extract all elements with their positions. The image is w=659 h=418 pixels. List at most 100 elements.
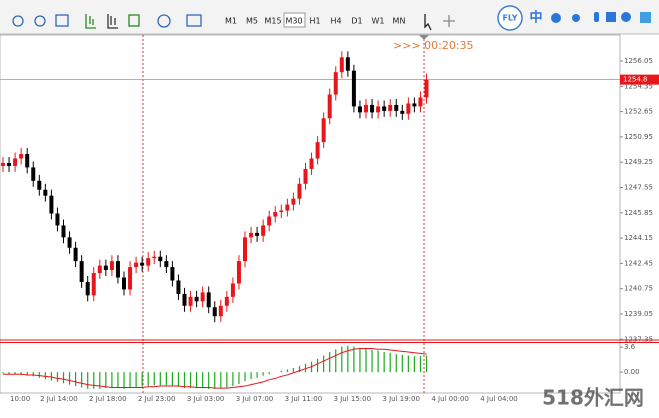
- signal-line: [3, 348, 427, 389]
- candle-body: [376, 106, 381, 113]
- candle-body: [115, 261, 120, 278]
- candle-body: [249, 232, 254, 238]
- x-tick-label: 3 Jul 19:00: [382, 395, 420, 403]
- timeframe-button[interactable]: M5: [246, 17, 258, 26]
- zoom-out[interactable]: [34, 15, 46, 27]
- y-tick-label: 0.00: [624, 368, 640, 376]
- ime-menu[interactable]: [640, 12, 651, 23]
- y-tick-label: 1256.05: [624, 57, 653, 65]
- candle-body: [67, 237, 72, 248]
- timeframe-button[interactable]: W1: [372, 17, 385, 26]
- candle-body: [170, 267, 175, 281]
- y-tick-label: 1250.95: [624, 133, 653, 141]
- candle-body: [394, 104, 399, 111]
- candle-body: [339, 57, 344, 73]
- candle-body: [291, 198, 296, 205]
- y-tick-label: 1249.25: [624, 158, 653, 166]
- candle-body: [19, 154, 24, 159]
- candle-body: [109, 261, 114, 271]
- candle-body: [273, 212, 278, 217]
- candle-body: [224, 296, 229, 306]
- candle-body: [412, 103, 417, 107]
- x-tick-label: 3 Jul 11:00: [285, 395, 323, 403]
- candle-body: [55, 213, 60, 226]
- candle-body: [212, 307, 217, 317]
- timeframe-button[interactable]: H4: [330, 17, 341, 26]
- candle-body: [400, 110, 405, 114]
- x-tick-label: 3 Jul 03:00: [187, 395, 225, 403]
- candle-body: [297, 183, 302, 199]
- timeframe-button[interactable]: M30: [285, 17, 302, 26]
- logo-badge: [497, 5, 523, 31]
- ime-dot[interactable]: [572, 14, 580, 22]
- y-tick-label: 1247.55: [624, 184, 653, 192]
- candle-body: [79, 261, 84, 282]
- candle-body: [327, 94, 332, 119]
- candle-body: [122, 277, 126, 290]
- timeframe-button[interactable]: M1: [225, 17, 237, 26]
- candle-body: [103, 265, 108, 271]
- candle-body: [315, 142, 320, 159]
- candle-body: [91, 273, 96, 296]
- ime-icons: [551, 12, 651, 23]
- candle-body: [218, 305, 223, 317]
- candle-body: [85, 281, 90, 296]
- candle-body: [194, 296, 199, 302]
- x-tick-label: 2 Jul 14:00: [40, 395, 78, 403]
- x-tick-label: 4 Jul 00:00: [431, 395, 469, 403]
- candle-body: [206, 292, 211, 308]
- indicators[interactable]: [128, 14, 140, 27]
- x-tick-label: 2 Jul 18:00: [89, 395, 127, 403]
- candle-chart[interactable]: [107, 14, 118, 29]
- ime-moon[interactable]: [551, 13, 561, 23]
- candle-body: [267, 216, 272, 226]
- bar-chart[interactable]: [85, 14, 96, 29]
- timeframe-button[interactable]: H1: [309, 17, 320, 26]
- chart-frame: [0, 34, 621, 394]
- candle-body: [128, 267, 133, 290]
- candle-body: [146, 258, 151, 266]
- ime-mic[interactable]: [594, 12, 599, 22]
- candle-body: [25, 154, 30, 168]
- watermark: 518外汇网: [542, 386, 644, 410]
- candle-body: [73, 247, 78, 262]
- tile-windows[interactable]: [55, 14, 69, 27]
- candle-body: [200, 292, 205, 302]
- crosshair-tool[interactable]: [443, 15, 455, 27]
- candle-body: [43, 189, 48, 196]
- timeframe-button[interactable]: MN: [393, 17, 406, 26]
- periodicity[interactable]: [157, 14, 171, 28]
- candle-body: [236, 261, 241, 284]
- candle-body: [351, 70, 356, 107]
- ime-indicator[interactable]: 中: [529, 10, 542, 26]
- candle-body: [164, 261, 169, 268]
- current-price-box: [620, 74, 659, 85]
- candle-body: [7, 162, 12, 166]
- x-tick-label: 4 Jul 04:00: [480, 395, 518, 403]
- ime-keyboard[interactable]: [606, 12, 616, 22]
- candle-body: [370, 104, 375, 113]
- zoom-in[interactable]: [12, 15, 24, 27]
- timeframe-button[interactable]: M15: [264, 17, 281, 26]
- candle-body: [388, 104, 393, 111]
- x-tick-label: 2 Jul 23:00: [138, 395, 176, 403]
- timeframes: M1 M5 M15 M30 H1 H4 D1 W1 MN: [225, 12, 406, 28]
- templates[interactable]: [186, 14, 202, 27]
- candle-body: [134, 262, 139, 268]
- candle-body: [158, 256, 163, 262]
- x-tick-label: 10:00: [10, 395, 30, 403]
- candle-body: [424, 79, 429, 98]
- candle-body: [357, 106, 362, 113]
- cursor-tool[interactable]: [424, 14, 432, 31]
- candle-body: [418, 97, 423, 107]
- timeframe-button[interactable]: D1: [351, 17, 362, 26]
- ime-settings[interactable]: [621, 12, 631, 22]
- candle-body: [152, 256, 157, 259]
- y-tick-label: 1242.45: [624, 259, 653, 267]
- y-tick-label: 1244.15: [624, 234, 653, 242]
- candle-body: [285, 204, 290, 211]
- candle-body: [321, 118, 326, 143]
